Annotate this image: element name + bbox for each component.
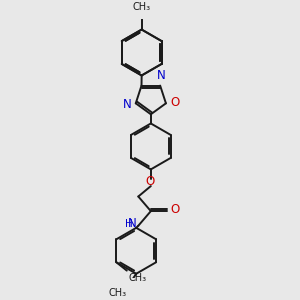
Text: CH₃: CH₃ [108,288,126,298]
Text: O: O [146,176,154,188]
Text: N: N [128,217,136,230]
Text: O: O [170,203,179,216]
Text: O: O [170,96,179,109]
Text: N: N [123,98,132,111]
Text: CH₃: CH₃ [128,273,147,283]
Text: CH₃: CH₃ [133,2,151,12]
Text: H: H [125,219,133,229]
Text: N: N [157,69,165,82]
